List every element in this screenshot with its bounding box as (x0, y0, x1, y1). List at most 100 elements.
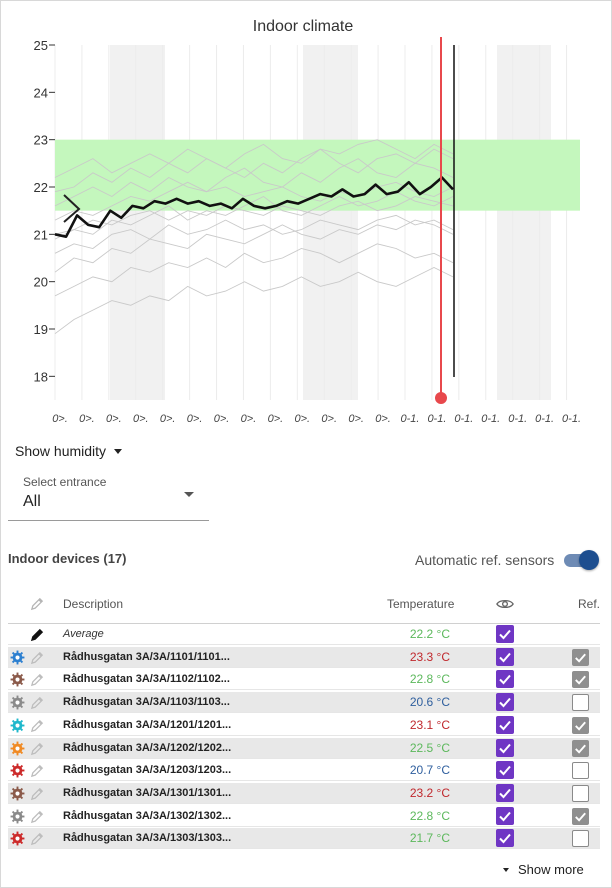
gear-icon[interactable] (10, 831, 25, 846)
automatic-ref-label: Automatic ref. sensors (415, 552, 555, 568)
device-row[interactable]: Rådhusgatan 3A/3A/1302/1302... 22.8 °C (8, 806, 600, 827)
device-description: Rådhusgatan 3A/3A/1103/1103... (63, 696, 230, 709)
gear-icon[interactable] (10, 809, 25, 824)
device-description: Rådhusgatan 3A/3A/1302/1302... (63, 809, 232, 822)
pencil-icon[interactable] (30, 627, 45, 642)
sensor-series-line (54, 191, 454, 240)
check-icon (575, 653, 586, 663)
gear-icon[interactable] (10, 650, 25, 665)
gear-icon[interactable] (10, 695, 25, 710)
device-row[interactable]: Rådhusgatan 3A/3A/1301/1301... 23.2 °C (8, 782, 600, 804)
gear-icon[interactable] (10, 741, 25, 756)
x-tick-label: 0>. (106, 413, 122, 425)
device-temperature: 21.7 °C (409, 831, 450, 846)
check-icon (575, 675, 586, 686)
chart-chevron-icon (63, 194, 81, 223)
description-column-header[interactable]: Description (63, 597, 124, 611)
visibility-checkbox[interactable] (496, 829, 514, 848)
check-icon (499, 811, 511, 822)
ref-checkbox[interactable] (572, 739, 589, 757)
weekend-shade-0 (110, 45, 165, 400)
eye-icon[interactable] (496, 597, 514, 611)
time-marker-handle[interactable] (435, 392, 447, 404)
ref-checkbox[interactable] (572, 648, 589, 666)
device-row[interactable]: Rådhusgatan 3A/3A/1103/1103... 20.6 °C (8, 692, 600, 714)
weekend-shade-2 (497, 45, 551, 400)
device-row[interactable]: Rådhusgatan 3A/3A/1201/1201... 23.1 °C (8, 715, 600, 736)
x-tick-label: 0-1. (427, 413, 446, 425)
x-tick-label: 0>. (187, 413, 203, 425)
device-row[interactable]: Rådhusgatan 3A/3A/1102/1102... 22.8 °C (8, 669, 600, 691)
pencil-icon[interactable] (30, 741, 45, 756)
visibility-checkbox[interactable] (496, 647, 514, 666)
sensor-series-line (54, 158, 454, 207)
device-temperature: 22.2 °C (409, 627, 450, 641)
pencil-icon[interactable] (30, 809, 45, 824)
y-tick-label: 23 (34, 133, 48, 148)
pencil-icon[interactable] (30, 786, 45, 801)
device-row[interactable]: Rådhusgatan 3A/3A/1303/1303... 21.7 °C (8, 828, 600, 850)
ref-checkbox[interactable] (572, 807, 589, 825)
visibility-checkbox[interactable] (496, 670, 514, 689)
ref-checkbox[interactable] (572, 694, 589, 712)
sensor-series-line (54, 214, 454, 254)
gear-icon[interactable] (10, 672, 25, 687)
entrance-select[interactable]: Select entrance All (8, 472, 209, 521)
x-tick-label: 0-1. (562, 413, 581, 425)
y-tick-label: 25 (34, 38, 48, 53)
average-series-line (54, 176, 454, 238)
y-tick-label: 20 (34, 275, 48, 290)
switch-knob (579, 550, 599, 570)
show-humidity-toggle[interactable]: Show humidity (15, 443, 123, 459)
device-temperature: 22.5 °C (409, 740, 450, 755)
gear-icon[interactable] (10, 763, 25, 778)
ref-checkbox[interactable] (572, 784, 589, 802)
device-temperature: 23.2 °C (409, 785, 450, 800)
caret-down-icon (503, 867, 509, 872)
automatic-ref-switch[interactable] (564, 550, 599, 570)
pencil-icon[interactable] (30, 695, 45, 710)
visibility-checkbox[interactable] (496, 738, 514, 757)
gear-icon[interactable] (10, 786, 25, 801)
x-tick-label: 0>. (295, 413, 311, 425)
sensor-series-line (54, 243, 454, 297)
ref-checkbox[interactable] (572, 671, 589, 689)
visibility-checkbox[interactable] (496, 715, 514, 734)
indoor-climate-chart[interactable]: Indoor climate 18 19 20 21 22 23 24 25 0>. 0>. 0>… (0, 0, 612, 430)
x-tick-label: 0>. (268, 413, 284, 425)
sensor-series-line (54, 196, 454, 235)
temperature-column-header[interactable]: Temperature (387, 597, 455, 611)
pencil-icon[interactable] (30, 672, 45, 687)
average-row[interactable]: Average 22.2 °C (8, 624, 600, 645)
pencil-icon[interactable] (30, 650, 45, 665)
visibility-checkbox[interactable] (496, 761, 514, 780)
device-temperature: 23.3 °C (409, 649, 450, 664)
x-tick-label: 0>. (52, 413, 68, 425)
check-icon (575, 721, 586, 731)
device-row[interactable]: Rådhusgatan 3A/3A/1101/1101... 23.3 °C (8, 646, 600, 668)
check-icon (575, 812, 586, 822)
ref-checkbox[interactable] (572, 830, 589, 848)
check-icon (499, 766, 511, 776)
device-row[interactable]: Rådhusgatan 3A/3A/1203/1203... 20.7 °C (8, 760, 600, 782)
y-tick-label: 18 (34, 369, 48, 384)
visibility-checkbox[interactable] (496, 783, 514, 802)
ref-column-header: Ref. (578, 597, 601, 611)
device-row[interactable]: Rådhusgatan 3A/3A/1202/1202... 22.5 °C (8, 737, 600, 759)
check-icon (499, 675, 511, 685)
pencil-icon[interactable] (30, 763, 45, 778)
visibility-checkbox[interactable] (496, 806, 514, 825)
device-description: Rådhusgatan 3A/3A/1102/1102... (63, 673, 230, 686)
gear-icon[interactable] (10, 718, 25, 733)
device-temperature: 22.8 °C (409, 808, 450, 823)
pencil-icon[interactable] (30, 831, 45, 846)
check-icon (499, 697, 511, 708)
ref-checkbox[interactable] (572, 762, 589, 780)
show-more-button[interactable]: Show more (503, 862, 584, 877)
check-icon (499, 720, 511, 731)
pencil-icon[interactable] (30, 718, 45, 733)
y-tick-label: 24 (34, 85, 48, 100)
visibility-checkbox[interactable] (496, 693, 514, 712)
ref-checkbox[interactable] (572, 716, 589, 734)
visibility-checkbox[interactable] (496, 625, 514, 643)
